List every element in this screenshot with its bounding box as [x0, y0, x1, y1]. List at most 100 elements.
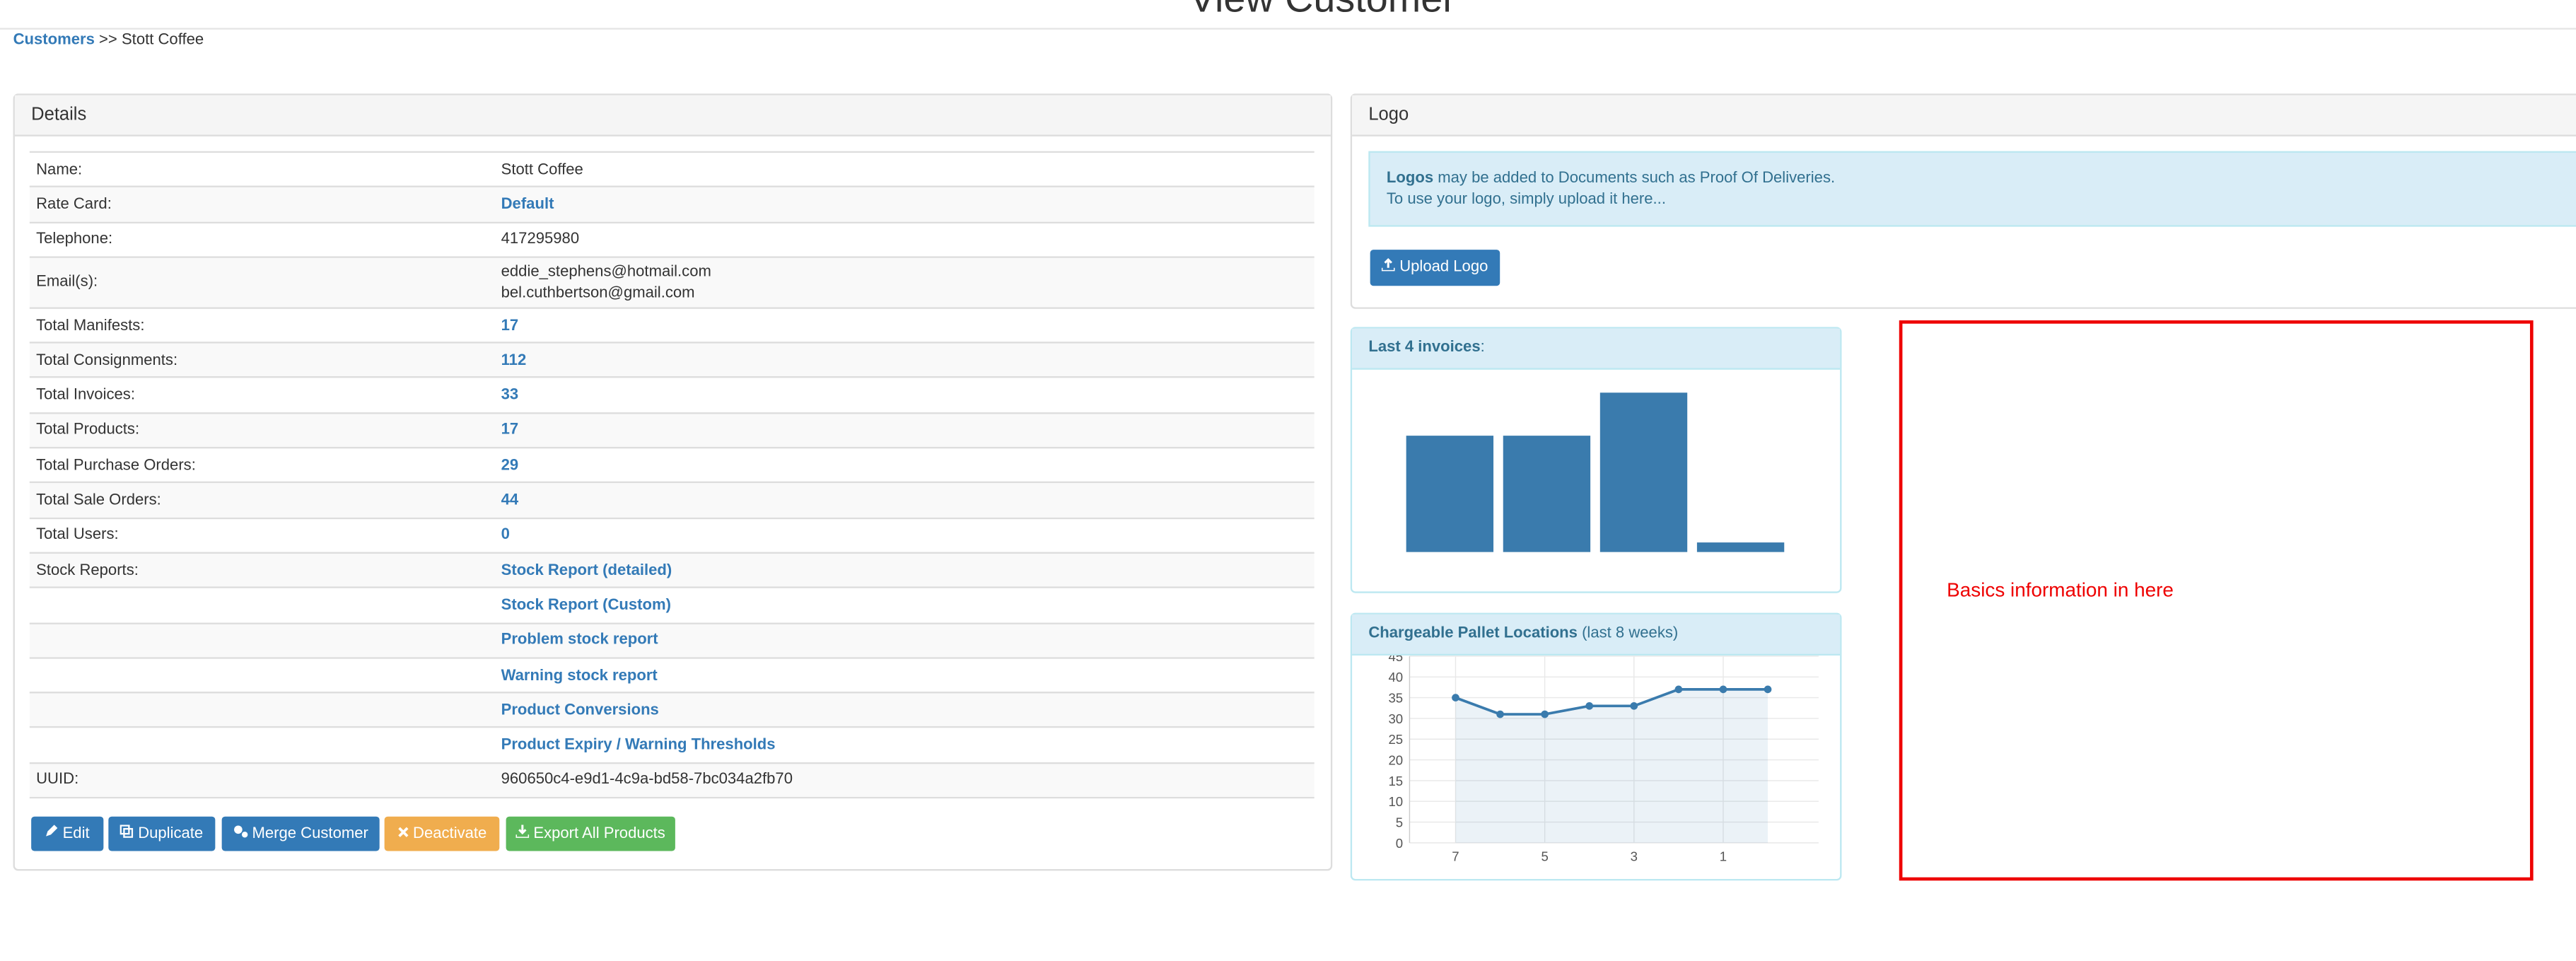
icon [515, 825, 530, 839]
value-link[interactable]: Product Expiry / Warning Thresholds [501, 736, 776, 755]
export-button[interactable]: Export All Products [506, 816, 675, 851]
bar [1599, 392, 1688, 552]
title-suffix: : [1480, 338, 1485, 357]
y-tick-label: 10 [1388, 794, 1403, 809]
chart-title: Last 4 invoices [1368, 338, 1481, 357]
pallet-panel: Chargeable Pallet Locations (last 8 week… [1350, 612, 1842, 881]
icon [120, 825, 134, 838]
value-link[interactable]: 44 [501, 491, 519, 510]
point [1541, 710, 1549, 718]
duplicate-button[interactable]: Duplicate [108, 816, 216, 851]
point [1674, 685, 1683, 694]
value: 417295980 [501, 230, 580, 249]
value-link[interactable]: Default [501, 195, 554, 214]
row-label: UUID: [30, 771, 501, 790]
alert-strong: Logos [1386, 169, 1434, 187]
detail-row: Product Conversions [29, 692, 1315, 727]
row-label: Rate Card: [30, 195, 501, 214]
point [1496, 710, 1504, 718]
value: 960650c4-e9d1-4c9a-bd58-7bc034a2fb70 [501, 771, 793, 790]
row-value: Default [501, 190, 554, 218]
row-label: Total Purchase Orders: [30, 456, 501, 474]
y-tick-label: 30 [1388, 711, 1403, 726]
row-label: Email(s): [30, 274, 501, 292]
row-value: Problem stock report [501, 627, 658, 654]
bar [1696, 542, 1785, 552]
y-tick-label: 25 [1388, 732, 1403, 747]
value-link[interactable]: Stock Report (detailed) [501, 561, 672, 580]
deactivate-button[interactable]: Deactivate [384, 816, 500, 851]
upload-logo-button[interactable]: Upload Logo [1370, 250, 1500, 286]
placeholder-box: Basics information in here [1899, 320, 2534, 881]
value-link[interactable]: Stock Report (Custom) [501, 596, 671, 615]
detail-row: Total Products: 17 [29, 412, 1315, 448]
value-link[interactable]: Problem stock report [501, 631, 658, 650]
breadcrumb-separator: >> [99, 31, 117, 49]
value-link[interactable]: 0 [501, 526, 510, 544]
x-tick-label: 5 [1541, 849, 1548, 863]
page-title: View Customer [0, 0, 2576, 23]
button-label: Upload Logo [1399, 257, 1488, 276]
x-tick-label: 1 [1720, 849, 1727, 863]
alert-text: To use your logo, simply upload it here.… [1386, 190, 1666, 209]
detail-row: UUID: 960650c4-e9d1-4c9a-bd58-7bc034a2fb7… [29, 762, 1315, 797]
label: Total Products: [36, 421, 140, 440]
label: Total Purchase Orders: [36, 456, 196, 474]
point [1630, 701, 1638, 710]
value-link[interactable]: Warning stock report [501, 666, 658, 685]
label: Total Users: [36, 526, 119, 544]
detail-row: Email(s): eddie_stephens@hotmail.com bel.c… [29, 256, 1315, 308]
row-value: eddie_stephens@hotmail.com bel.cuthbertso… [501, 258, 711, 308]
breadcrumb-current: Stott Coffee [121, 31, 204, 49]
alert-text: may be added to Documents such as Proof … [1438, 169, 1836, 187]
row-label: Total Products: [30, 421, 501, 440]
edit-button[interactable]: Edit [31, 816, 104, 851]
value-link[interactable]: 112 [501, 351, 527, 370]
x-tick-label: 3 [1631, 849, 1638, 863]
point [1764, 685, 1772, 694]
label: UUID: [36, 771, 79, 790]
point [1585, 701, 1594, 710]
value-link[interactable]: 33 [501, 386, 519, 404]
email: bel.cuthbertson@gmail.com [501, 284, 695, 303]
point [1452, 694, 1459, 701]
icon [1380, 257, 1397, 272]
breadcrumb: Customers >> Stott Coffee [13, 31, 204, 49]
row-value: 44 [501, 487, 519, 514]
button-label: Edit [62, 825, 90, 843]
merge-button[interactable]: Merge Customer [221, 816, 380, 851]
button-label: Merge Customer [252, 825, 368, 843]
label: Rate Card: [36, 195, 112, 214]
value-link[interactable]: 17 [501, 421, 519, 440]
value-link[interactable]: 17 [501, 316, 519, 334]
panel-title: Logo [1352, 95, 2576, 136]
value-link[interactable]: Product Conversions [501, 701, 659, 720]
detail-row: Telephone: 417295980 [29, 221, 1315, 256]
line [1455, 688, 1768, 716]
pallet-chart: 0 5 10 15 20 25 30 35 40 45 [1388, 656, 1819, 851]
row-value: Stock Report (detailed) [501, 557, 672, 584]
breadcrumb-link[interactable]: Customers [13, 31, 95, 49]
y-tick-label: 40 [1388, 670, 1403, 685]
detail-row: Rate Card: Default [29, 186, 1315, 221]
row-value: Stott Coffee [501, 156, 583, 183]
detail-row: Total Manifests: 17 [29, 307, 1315, 342]
value-link[interactable]: 29 [501, 456, 519, 474]
panel-title: Chargeable Pallet Locations (last 8 week… [1352, 614, 1841, 656]
panel-title: Last 4 invoices: [1352, 328, 1841, 370]
row-label: Total Sale Orders: [30, 491, 501, 510]
button-label: Deactivate [413, 825, 487, 843]
point [1719, 685, 1727, 694]
row-value: 29 [501, 451, 519, 479]
detail-row: Total Purchase Orders: 29 [29, 447, 1315, 482]
row-value: Warning stock report [501, 661, 658, 689]
row-label: Total Consignments: [30, 351, 501, 370]
row-value: 417295980 [501, 226, 580, 253]
row-value: Product Expiry / Warning Thresholds [501, 731, 776, 759]
label: Total Manifests: [36, 316, 145, 334]
details-panel: Details Name: Stott Coffee Rate Card: Defau… [13, 93, 1333, 871]
row-value: Stock Report (Custom) [501, 591, 671, 619]
